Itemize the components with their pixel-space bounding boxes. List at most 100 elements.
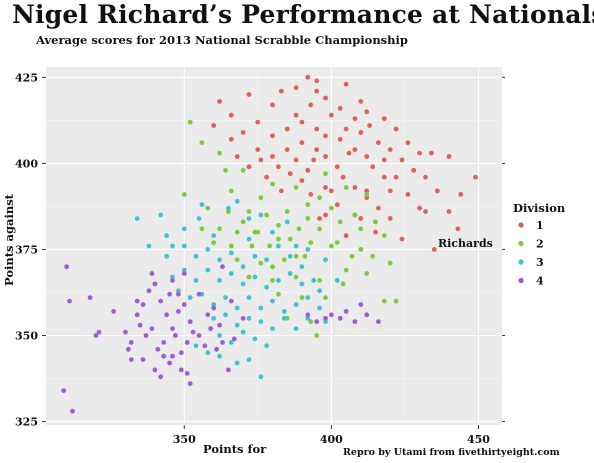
- data-point-division-4: [137, 322, 143, 328]
- data-point-division-1: [434, 188, 440, 194]
- data-point-division-1: [358, 99, 364, 104]
- data-point-division-3: [246, 315, 252, 321]
- data-point-division-4: [167, 360, 173, 366]
- data-point-division-1: [417, 150, 422, 156]
- data-point-division-4: [146, 288, 152, 294]
- data-point-division-1: [387, 147, 393, 153]
- data-point-division-4: [87, 295, 93, 300]
- data-point-division-1: [293, 85, 299, 91]
- data-point-division-2: [296, 226, 302, 232]
- data-point-division-2: [217, 226, 223, 232]
- data-point-division-4: [305, 312, 311, 318]
- data-point-division-2: [358, 247, 364, 252]
- y-axis-title: Points against: [2, 193, 16, 286]
- data-point-division-3: [181, 243, 187, 249]
- data-point-division-1: [293, 112, 299, 118]
- data-point-division-2: [305, 202, 311, 208]
- data-point-division-4: [323, 315, 328, 321]
- data-point-division-2: [308, 240, 314, 246]
- data-point-division-1: [364, 188, 370, 194]
- data-point-division-1: [299, 140, 305, 146]
- data-point-division-1: [387, 216, 393, 221]
- data-point-division-1: [258, 157, 264, 163]
- data-point-division-3: [264, 284, 269, 290]
- data-point-division-1: [323, 212, 328, 218]
- data-point-division-4: [93, 333, 99, 338]
- data-point-division-3: [270, 326, 275, 331]
- data-point-division-1: [337, 105, 343, 111]
- data-point-division-2: [293, 253, 299, 259]
- data-point-division-4: [178, 350, 184, 356]
- data-point-division-2: [276, 222, 281, 228]
- data-point-division-3: [240, 281, 246, 287]
- legend-label-division-1: 1: [536, 219, 544, 232]
- y-tick-label: 325: [15, 416, 38, 429]
- data-point-division-3: [211, 302, 217, 307]
- data-point-division-3: [246, 216, 252, 221]
- data-point-division-4: [125, 346, 131, 352]
- data-point-division-2: [199, 140, 205, 146]
- data-point-division-4: [167, 291, 173, 297]
- data-point-division-4: [181, 271, 187, 276]
- data-point-division-4: [111, 309, 117, 314]
- data-point-division-1: [246, 92, 252, 97]
- data-point-division-3: [252, 336, 258, 342]
- data-point-division-1: [381, 174, 387, 180]
- data-point-division-2: [343, 185, 349, 190]
- data-point-division-3: [240, 329, 246, 335]
- data-point-division-4: [164, 312, 170, 318]
- data-point-division-3: [217, 257, 223, 263]
- data-point-division-4: [240, 315, 246, 321]
- data-point-division-2: [364, 271, 370, 276]
- data-point-division-2: [343, 267, 349, 273]
- data-point-division-3: [176, 288, 181, 294]
- data-point-division-1: [446, 154, 452, 159]
- data-point-division-1: [343, 81, 349, 87]
- data-point-division-1: [393, 174, 399, 180]
- data-point-division-1: [323, 133, 328, 139]
- data-point-division-4: [152, 281, 158, 287]
- data-point-division-3: [252, 253, 258, 259]
- data-point-division-3: [264, 343, 269, 349]
- legend-key-division-2: [518, 240, 524, 247]
- legend-label-division-3: 3: [536, 256, 544, 269]
- data-point-division-1: [381, 116, 387, 121]
- data-point-division-4: [228, 298, 234, 304]
- data-point-division-2: [381, 298, 387, 304]
- data-point-division-3: [270, 298, 275, 304]
- data-point-division-2: [349, 253, 355, 259]
- data-point-division-3: [305, 247, 311, 252]
- axis-ticks: 350 400 450 325 350 375 400 425: [15, 71, 505, 446]
- data-point-division-3: [258, 374, 264, 380]
- data-point-division-3: [193, 278, 199, 283]
- data-point-division-4: [149, 271, 155, 276]
- data-point-division-2: [317, 226, 322, 232]
- data-point-division-1: [376, 205, 381, 211]
- data-point-division-2: [234, 257, 240, 263]
- y-tick-label: 400: [15, 157, 38, 170]
- data-point-division-4: [170, 353, 175, 359]
- data-point-division-3: [205, 267, 211, 273]
- data-point-division-3: [193, 343, 199, 349]
- data-point-division-3: [305, 295, 311, 300]
- chart-title: Nigel Richard’s Performance at Nationals: [12, 0, 594, 29]
- data-point-division-1: [458, 192, 464, 197]
- legend-key-division-4: [518, 277, 524, 284]
- data-point-division-3: [246, 357, 252, 362]
- data-point-division-3: [196, 216, 202, 221]
- data-point-division-2: [337, 219, 343, 225]
- data-point-division-2: [323, 295, 328, 300]
- data-point-division-4: [123, 329, 128, 335]
- data-point-division-2: [270, 278, 275, 283]
- data-point-division-2: [246, 274, 252, 280]
- data-point-division-1: [308, 102, 314, 108]
- data-point-division-1: [270, 102, 275, 108]
- data-point-division-3: [134, 216, 140, 221]
- x-tick-label: 350: [173, 433, 196, 446]
- data-point-division-1: [234, 154, 240, 159]
- data-point-division-4: [158, 298, 164, 304]
- data-point-division-4: [70, 408, 75, 414]
- data-point-division-3: [293, 326, 299, 331]
- data-point-division-1: [405, 140, 411, 146]
- data-point-division-4: [96, 329, 102, 335]
